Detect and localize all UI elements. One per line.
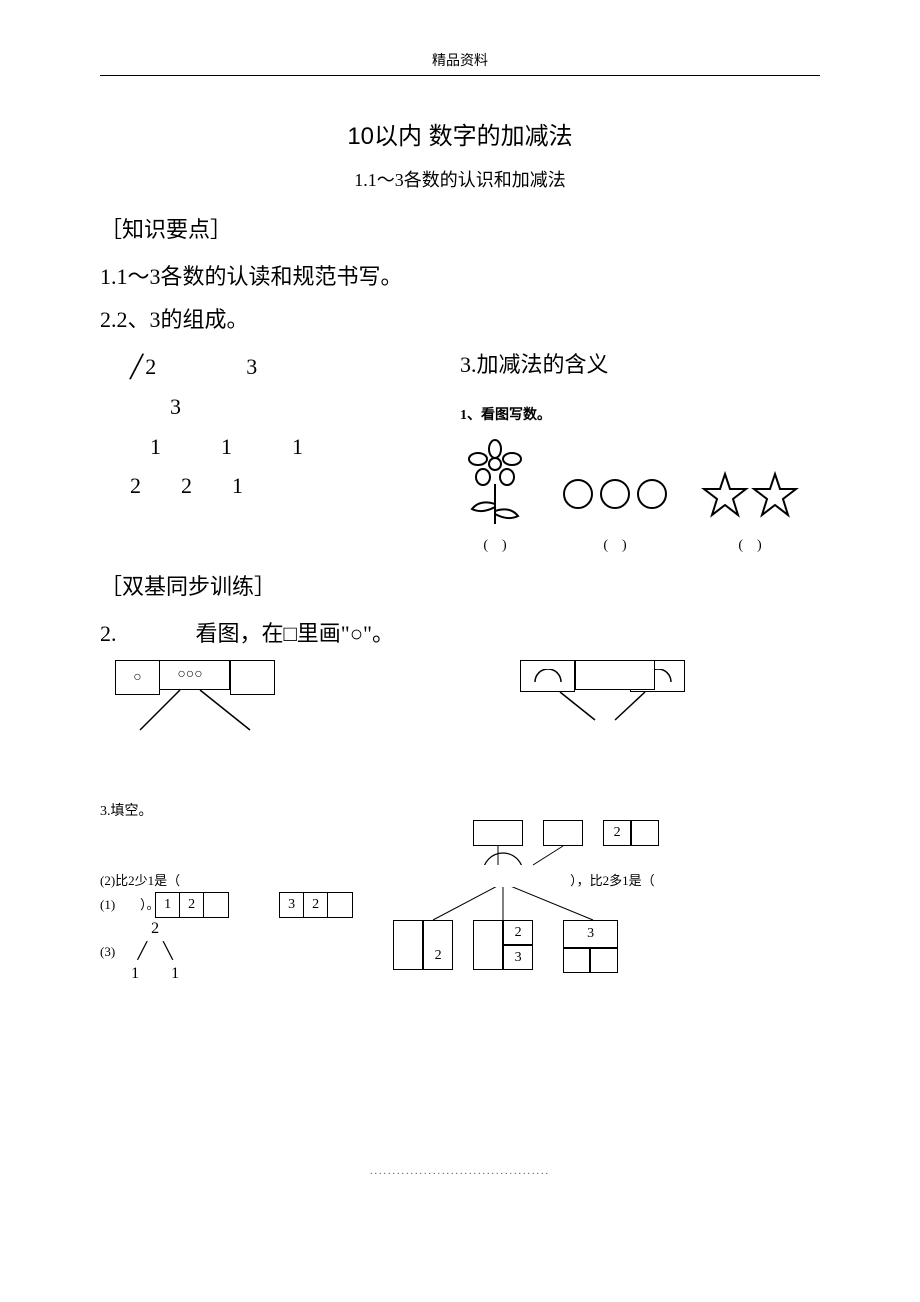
paren-2: ( ) bbox=[560, 534, 670, 554]
tree-leaf-e: 2 bbox=[181, 466, 192, 506]
tree-leaf-f: 1 bbox=[232, 466, 243, 506]
tree-lines-icon bbox=[520, 660, 800, 780]
r-bottom-box bbox=[575, 660, 655, 690]
header-underline bbox=[100, 75, 820, 76]
q3-p2a: (2)比2少1是（ bbox=[100, 870, 180, 889]
cell: 2 bbox=[180, 893, 204, 917]
flower-icon bbox=[460, 439, 530, 534]
cb-1l bbox=[393, 920, 423, 970]
footer-dots: ........................................ bbox=[100, 1166, 820, 1177]
number-composition: ╱2 3 3 1 1 1 2 2 1 bbox=[100, 347, 460, 505]
q3-p2c: ）。 bbox=[140, 894, 160, 913]
page-subtitle: 1.1～3各数的认识和加减法 bbox=[100, 166, 820, 192]
st-r: 1 bbox=[171, 965, 179, 982]
flower-figure: ( ) bbox=[460, 439, 530, 554]
figure-area: ( ) ( ) ( ) bbox=[460, 439, 820, 554]
header-mark: 精品资料 bbox=[100, 50, 820, 70]
cb-2rt: 2 bbox=[503, 920, 533, 945]
tree-leaf-b: 1 bbox=[221, 427, 232, 467]
page-title: 10以内 数字的加减法 bbox=[100, 116, 820, 151]
cb-2l bbox=[473, 920, 503, 970]
cb-3br bbox=[590, 948, 618, 973]
meaning-text: 3.加减法的含义 bbox=[460, 347, 820, 379]
tree-3b: 3 bbox=[170, 394, 181, 419]
cell bbox=[204, 893, 228, 917]
circles-icon bbox=[560, 439, 670, 534]
tree-2: 2 bbox=[145, 354, 156, 379]
q2-line: 2. 看图，在□里画"○"。 bbox=[100, 616, 820, 648]
figure-label: 1、看图写数。 bbox=[460, 404, 820, 424]
slash-icon: ╱ bbox=[130, 354, 143, 379]
q2-number: 2. bbox=[100, 621, 190, 647]
diagram-row: ○○○ ○ bbox=[100, 660, 820, 780]
cell: 3 bbox=[280, 893, 304, 917]
right-box bbox=[230, 660, 275, 695]
tree-leaf-d: 2 bbox=[130, 466, 141, 506]
paren-3: ( ) bbox=[700, 534, 800, 554]
cb-3bl bbox=[563, 948, 590, 973]
left-box: ○ bbox=[115, 660, 160, 695]
st-top: 2 bbox=[125, 918, 185, 940]
st-l: 1 bbox=[131, 965, 139, 982]
cb-2rb: 3 bbox=[503, 945, 533, 970]
cb-3t: 3 bbox=[563, 920, 618, 948]
st-branches: ╱ ╲ bbox=[125, 941, 185, 963]
stars-figure: ( ) bbox=[700, 439, 800, 554]
meaning-column: 3.加减法的含义 1、看图写数。 ( bbox=[460, 347, 820, 554]
tree-diagram-left: ○○○ ○ bbox=[100, 660, 320, 780]
tree-3a: 3 bbox=[246, 347, 257, 387]
q3-p1-label: (1) bbox=[100, 897, 115, 913]
tree-leaf-c: 1 bbox=[292, 427, 303, 467]
tree-diagram-right bbox=[520, 660, 800, 780]
arc-box bbox=[473, 865, 533, 887]
knowledge-heading: ［知识要点］ bbox=[100, 212, 820, 244]
composition-row: ╱2 3 3 1 1 1 2 2 1 3.加减法的含义 1、看图写数。 bbox=[100, 347, 820, 554]
cb-1r: 2 bbox=[423, 920, 453, 970]
paren-1: ( ) bbox=[460, 534, 530, 554]
circles-figure: ( ) bbox=[560, 439, 670, 554]
q3-title: 3.填空。 bbox=[100, 800, 820, 820]
cell: 1 bbox=[156, 893, 180, 917]
knowledge-line-2: 2.2、3的组成。 bbox=[100, 302, 820, 337]
q3-p3-label: (3) bbox=[100, 944, 115, 960]
training-heading: ［双基同步训练］ bbox=[100, 569, 820, 601]
stars-icon bbox=[700, 439, 800, 534]
center-cluster: 2 2 2 3 3 bbox=[333, 825, 673, 985]
knowledge-line-1: 1.1～3各数的认读和规范书写。 bbox=[100, 259, 820, 294]
pair-box-1: 1 2 bbox=[155, 892, 229, 918]
q2-text: 看图，在□里画"○"。 bbox=[196, 621, 395, 646]
tree-leaf-a: 1 bbox=[150, 427, 161, 467]
cell: 2 bbox=[304, 893, 328, 917]
question-3: 3.填空。 (1) 1 2 3 2 2 bbox=[100, 800, 820, 985]
small-tree: 2 ╱ ╲ 1 1 bbox=[125, 918, 185, 985]
